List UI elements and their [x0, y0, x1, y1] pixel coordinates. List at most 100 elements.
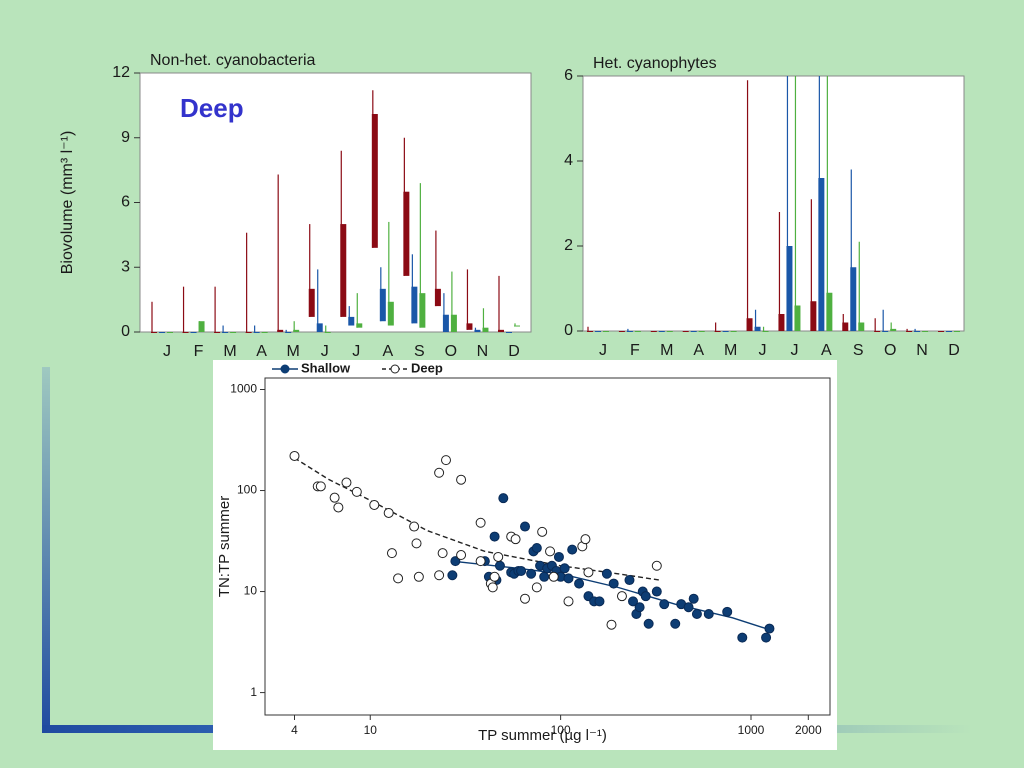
point: [475, 556, 486, 567]
point: [606, 619, 617, 630]
point: [437, 548, 448, 559]
point: [703, 608, 714, 619]
point: [545, 546, 556, 557]
box: [261, 332, 268, 333]
point: [456, 474, 467, 485]
y-tick-label: 1000: [230, 382, 257, 396]
box: [946, 331, 952, 332]
point: [489, 531, 500, 542]
scatter-panel: [213, 360, 837, 750]
x-tick-label: A: [821, 342, 832, 359]
box: [954, 331, 960, 332]
box: [666, 331, 673, 332]
point: [539, 571, 550, 582]
x-tick-label: S: [853, 342, 864, 359]
y-tick-label: 3: [121, 258, 130, 275]
point: [516, 565, 527, 576]
x-tick-label: D: [948, 342, 960, 359]
box: [794, 305, 801, 331]
box: [778, 314, 785, 331]
box: [498, 329, 504, 332]
point: [670, 618, 681, 629]
point: [722, 606, 733, 617]
point: [601, 568, 612, 579]
box: [690, 331, 697, 332]
x-tick-label: M: [223, 343, 236, 360]
point: [510, 534, 521, 545]
x-tick-label: N: [916, 342, 928, 359]
box: [253, 332, 260, 333]
box: [874, 331, 881, 332]
point: [413, 571, 424, 582]
point: [594, 596, 605, 607]
box: [634, 331, 641, 332]
x-tick-label: 100: [551, 723, 571, 737]
point: [616, 591, 627, 602]
point: [520, 521, 531, 532]
x-tick-label: 2000: [795, 723, 822, 737]
box: [826, 292, 833, 331]
box: [419, 293, 426, 328]
box: [190, 332, 197, 333]
box: [762, 331, 769, 332]
point: [553, 551, 564, 562]
box: [182, 332, 189, 333]
x-axis-label: TP summer (µg l⁻¹): [478, 727, 607, 744]
point: [688, 593, 699, 604]
box: [167, 332, 173, 333]
box: [906, 331, 913, 332]
box: [810, 301, 817, 331]
box: [858, 322, 865, 331]
point: [691, 608, 702, 619]
point: [559, 563, 570, 574]
box: [214, 332, 221, 333]
point: [651, 560, 662, 571]
point: [548, 571, 559, 582]
y-tick-label: 1: [250, 685, 257, 699]
x-tick-label: J: [759, 342, 767, 359]
y-tick-label: 12: [112, 64, 130, 81]
point: [386, 548, 397, 559]
point: [737, 632, 748, 643]
point: [351, 486, 362, 497]
point: [315, 481, 326, 492]
x-tick-label: D: [508, 343, 520, 360]
box: [595, 331, 601, 332]
x-tick-label: J: [790, 342, 798, 359]
legend-label: Shallow: [301, 360, 351, 375]
box: [198, 321, 205, 332]
x-tick-label: J: [599, 342, 607, 359]
box: [434, 288, 441, 307]
x-tick-label: 1000: [738, 723, 765, 737]
point: [583, 567, 594, 578]
box: [293, 329, 300, 332]
x-tick-label: J: [352, 343, 360, 360]
point: [659, 599, 670, 610]
box: [587, 331, 593, 332]
point: [409, 521, 420, 532]
box: [411, 286, 418, 324]
x-tick-label: N: [477, 343, 489, 360]
x-tick-label: F: [630, 342, 640, 359]
box: [159, 332, 165, 333]
box: [222, 332, 229, 333]
point: [329, 492, 340, 503]
box: [308, 288, 315, 317]
point: [441, 455, 452, 466]
box: [682, 331, 689, 332]
box: [324, 332, 331, 333]
box: [450, 314, 457, 332]
point: [624, 575, 635, 586]
legend-marker: [390, 364, 400, 374]
point: [450, 556, 461, 567]
box: [245, 332, 252, 333]
box: [714, 331, 721, 332]
point: [369, 499, 380, 510]
point: [643, 618, 654, 629]
point: [447, 570, 458, 581]
x-tick-label: O: [445, 343, 457, 360]
box: [371, 114, 378, 248]
point: [383, 507, 394, 518]
box: [658, 331, 665, 332]
